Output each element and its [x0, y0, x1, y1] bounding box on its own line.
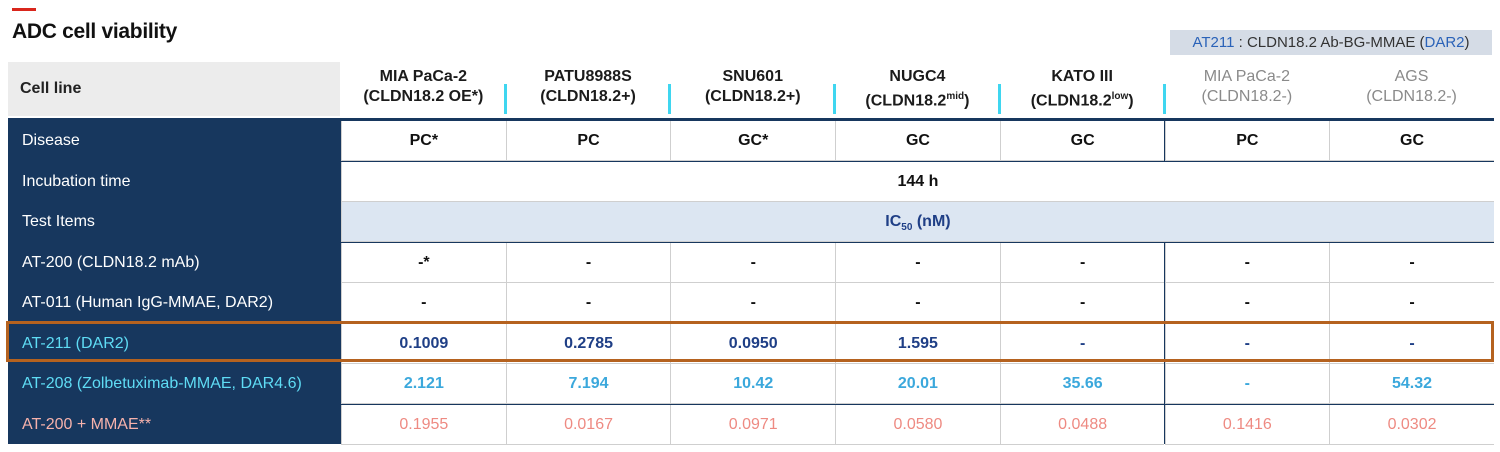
header-cell-3: NUGC4 (CLDN18.2mid) — [835, 62, 1000, 116]
page-title: ADC cell viability — [12, 20, 177, 43]
table-cell: - — [835, 242, 1000, 283]
table-cell: - — [341, 283, 506, 323]
table-cell: - — [1164, 283, 1330, 323]
table-row-disease: Disease PC* PC GC* GC GC PC GC — [8, 121, 1494, 161]
table-cell: 0.0950 — [670, 323, 836, 364]
table-cell: - — [670, 283, 836, 323]
legend-dar: DAR2 — [1424, 34, 1465, 51]
header-cell-1: PATU8988S (CLDN18.2+) — [506, 62, 671, 116]
table-cell: - — [1329, 242, 1494, 283]
table-cell: - — [670, 242, 836, 283]
header-row: Cell line MIA PaCa-2 (CLDN18.2 OE*) PATU89… — [8, 62, 1494, 116]
table-cell: - — [1329, 323, 1494, 364]
data-table: Disease PC* PC GC* GC GC PC GC Incubation time 14… — [8, 118, 1494, 445]
table-row-at011: AT-011 (Human IgG-MMAE, DAR2) - - - - - - - — [8, 283, 1494, 323]
table-cell: - — [999, 283, 1165, 323]
row-label: AT-208 (Zolbetuximab-MMAE, DAR4.6) — [22, 375, 302, 392]
table-cell: 0.1009 — [341, 323, 506, 364]
header-cell-name: MIA PaCa-2 — [1203, 68, 1290, 85]
header-cell-6: AGS (CLDN18.2-) — [1329, 62, 1494, 116]
table-cell: 0.0302 — [1329, 404, 1494, 445]
header-cell-sup: low — [1111, 91, 1129, 102]
row-label: Disease — [22, 132, 80, 149]
table-cell: 0.0167 — [505, 404, 671, 445]
table-cell: 20.01 — [835, 364, 1000, 404]
table-cell: - — [505, 283, 671, 323]
header-cell-sub: (CLDN18.2+) — [540, 88, 636, 105]
header-cell-4: KATO III (CLDN18.2low) — [1000, 62, 1165, 116]
header-cell-5: MIA PaCa-2 (CLDN18.2-) — [1165, 62, 1330, 116]
row-label: AT-011 (Human IgG-MMAE, DAR2) — [22, 294, 274, 311]
header-divider — [997, 84, 1001, 114]
header-cell-name: KATO III — [1051, 68, 1113, 85]
table-cell-merged: 144 h — [341, 161, 1494, 202]
table-cell: - — [505, 242, 671, 283]
table-row-at200: AT-200 (CLDN18.2 mAb) -* - - - - - - — [8, 242, 1494, 283]
table-cell: 10.42 — [670, 364, 836, 404]
legend-box: AT211 : CLDN18.2 Ab-BG-MMAE (DAR2) — [1170, 30, 1492, 55]
table-row-at200mmae: AT-200 + MMAE** 0.1955 0.0167 0.0971 0.0580 0… — [8, 404, 1494, 445]
legend-code: AT211 — [1192, 34, 1235, 51]
table-cell: 0.1416 — [1164, 404, 1330, 445]
row-label: AT-200 (CLDN18.2 mAb) — [22, 253, 200, 271]
table-cell: GC — [1329, 121, 1494, 161]
table-cell: PC — [1164, 121, 1330, 161]
table-cell: 7.194 — [505, 364, 671, 404]
table-cell: -* — [341, 242, 506, 283]
row-label: AT-211 (DAR2) — [22, 334, 129, 352]
table-cell: 0.0580 — [835, 404, 1000, 445]
table-cell: 35.66 — [999, 364, 1165, 404]
table-row-at208: AT-208 (Zolbetuximab-MMAE, DAR4.6) 2.121 7… — [8, 364, 1494, 404]
table-cell: PC* — [341, 121, 506, 161]
header-cell-name: NUGC4 — [889, 68, 946, 85]
table-row-test_items: Test Items IC50 (nM) — [8, 202, 1494, 242]
header-divider — [1162, 84, 1166, 114]
legend-close: ) — [1464, 34, 1470, 51]
header-row-label: Cell line — [8, 62, 340, 116]
table-cell: 0.0971 — [670, 404, 836, 445]
header-cell-2: SNU601 (CLDN18.2+) — [670, 62, 835, 116]
row-label: Incubation time — [22, 172, 131, 190]
table-cell: GC — [835, 121, 1000, 161]
table-cell: PC — [505, 121, 671, 161]
table-cell: - — [1164, 364, 1330, 404]
table-cell: 0.2785 — [505, 323, 671, 364]
header-cell-sub: (CLDN18.2-) — [1201, 88, 1293, 105]
header-cell-sup: mid — [946, 91, 965, 102]
table-cell: - — [835, 283, 1000, 323]
table-cell: - — [999, 323, 1165, 364]
table-cell: - — [999, 242, 1165, 283]
table-cell: GC* — [670, 121, 836, 161]
table-cell: - — [1164, 242, 1330, 283]
table-row-incubation: Incubation time 144 h — [8, 161, 1494, 202]
header-divider — [503, 84, 507, 114]
header-cell-name: MIA PaCa-2 — [379, 68, 468, 85]
table-cell: GC — [999, 121, 1165, 161]
ic-subscript: 50 — [901, 222, 913, 234]
header-divider — [668, 84, 672, 114]
row-label: Test Items — [22, 213, 95, 230]
header-cell-sub: (CLDN18.2low) — [1030, 91, 1134, 110]
table-cell: 0.1955 — [341, 404, 506, 445]
header-cell-name: SNU601 — [722, 68, 783, 85]
header-cell-sub: (CLDN18.2+) — [704, 88, 801, 105]
table-cell: 2.121 — [341, 364, 506, 404]
table-row-at211: AT-211 (DAR2) 0.1009 0.2785 0.0950 1.595- - - — [8, 323, 1494, 364]
title-accent-bar — [12, 8, 36, 11]
table-cell: - — [1164, 323, 1330, 364]
header-cell-sub: (CLDN18.2mid) — [865, 91, 970, 110]
header-cell-0: MIA PaCa-2 (CLDN18.2 OE*) — [341, 62, 506, 116]
header-divider — [833, 84, 837, 114]
header-cell-name: AGS — [1394, 68, 1429, 85]
table-cell: - — [1329, 283, 1494, 323]
table-cell: 54.32 — [1329, 364, 1494, 404]
header-cell-name: PATU8988S — [544, 68, 632, 85]
table-cell: 0.0488 — [999, 404, 1165, 445]
table-cell-merged: IC50 (nM) — [341, 202, 1494, 242]
legend-text: : CLDN18.2 Ab-BG-MMAE ( — [1234, 34, 1425, 51]
table-cell: 1.595 — [835, 323, 1000, 364]
header-cell-sub: (CLDN18.2-) — [1366, 88, 1457, 105]
header-cell-sub: (CLDN18.2 OE*) — [363, 88, 484, 105]
row-label: AT-200 + MMAE** — [22, 415, 152, 433]
